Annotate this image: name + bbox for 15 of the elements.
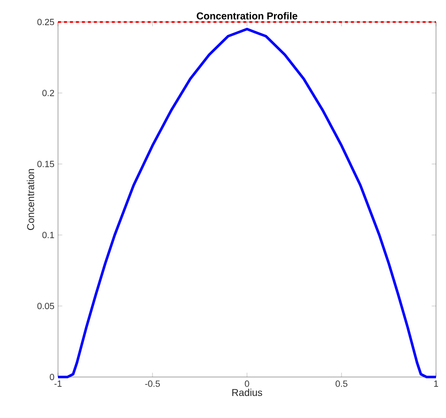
y-tick-label: 0 <box>50 374 54 380</box>
x-tick-label: 0.5 <box>336 380 348 387</box>
chart-title: Concentration Profile <box>196 12 298 20</box>
x-tick-label: 0 <box>244 380 250 387</box>
y-tick-label: 0.1 <box>42 232 54 238</box>
y-tick-label: 0.05 <box>37 302 54 310</box>
x-tick-label: 1 <box>434 380 438 387</box>
x-tick-label: -0.5 <box>145 380 160 387</box>
y-axis-title: Concentration <box>26 169 34 230</box>
x-axis-title: Radius <box>232 388 262 396</box>
y-tick-label: 0.25 <box>37 18 54 26</box>
y-tick-label: 0.2 <box>42 90 54 96</box>
y-tick-label: 0.15 <box>37 160 54 168</box>
x-tick-label: -1 <box>54 380 62 387</box>
line-series <box>56 28 438 378</box>
